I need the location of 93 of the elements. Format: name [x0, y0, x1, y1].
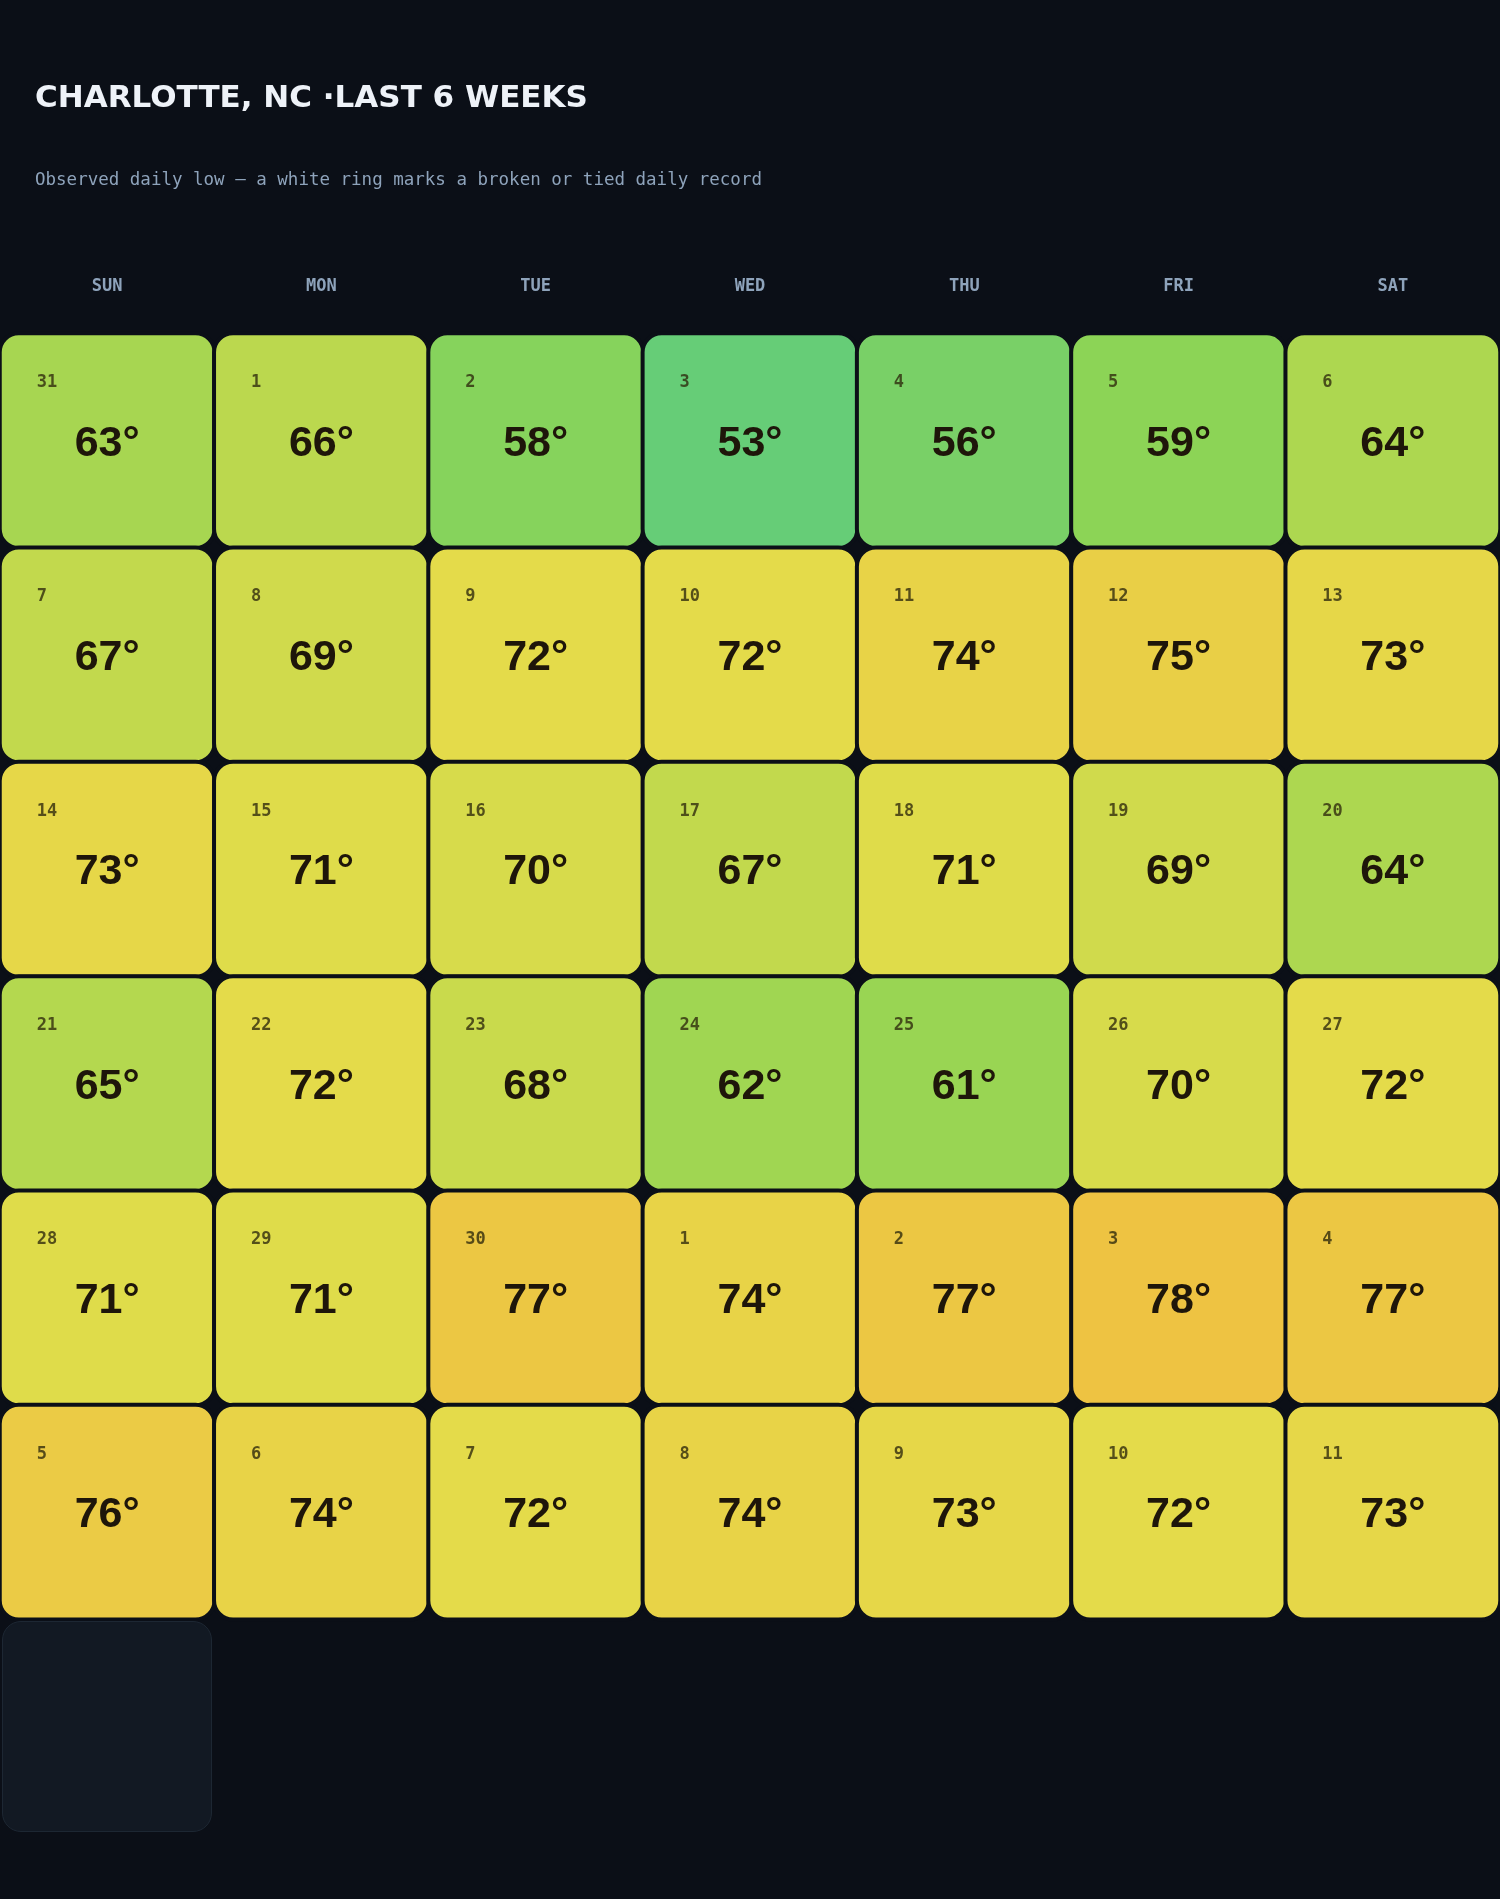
annotation: 5 [36, 1442, 47, 1463]
annotation: 6 [1322, 371, 1333, 392]
annotation: 28 [36, 1228, 58, 1249]
annotation: 4 [1322, 1228, 1333, 1249]
data-label: 72° [503, 1488, 569, 1537]
x-tick-label: WED [734, 275, 766, 295]
data-label: 56° [931, 416, 997, 465]
data-label: 71° [288, 1273, 354, 1322]
annotation: 12 [1108, 585, 1129, 606]
data-label: 61° [931, 1059, 997, 1108]
annotation: 7 [465, 1442, 476, 1463]
chart-title: CHARLOTTE, NC ·LAST 6 WEEKS [35, 77, 588, 114]
annotation: 4 [893, 371, 905, 392]
annotation: 26 [1108, 1014, 1129, 1035]
data-label: 72° [503, 630, 569, 679]
annotation: 1 [679, 1228, 690, 1249]
annotation: 23 [465, 1014, 486, 1035]
data-label: 72° [717, 630, 783, 679]
x-tick-label: TUE [520, 275, 552, 295]
annotation: 19 [1108, 799, 1129, 820]
data-label: 71° [288, 845, 354, 894]
data-label: 74° [717, 1273, 783, 1322]
annotation: 9 [465, 585, 476, 606]
data-label: 77° [931, 1273, 997, 1322]
data-label: 74° [717, 1488, 783, 1537]
data-label: 72° [1360, 1059, 1426, 1108]
annotation: 6 [250, 1442, 262, 1463]
annotation: 3 [1108, 1228, 1119, 1249]
data-label: 63° [74, 416, 140, 465]
annotation: 29 [250, 1228, 272, 1249]
data-label: 69° [288, 630, 354, 679]
annotation: 8 [679, 1442, 690, 1463]
x-tick-label: SUN [91, 275, 123, 295]
chart-subtitle: Observed daily low — a white ring marks a broken or tied daily record [35, 169, 762, 189]
data-label: 62° [717, 1059, 783, 1108]
data-label: 72° [288, 1059, 354, 1108]
data-label: 70° [503, 845, 569, 894]
data-label: 59° [1146, 416, 1212, 465]
annotation: 8 [250, 585, 262, 606]
data-label: 65° [74, 1059, 140, 1108]
data-label: 67° [74, 630, 140, 679]
annotation: 9 [893, 1442, 905, 1463]
annotation: 24 [679, 1014, 700, 1035]
data-label: 72° [1146, 1488, 1212, 1537]
data-label: 73° [1360, 1488, 1426, 1537]
annotation: 7 [36, 585, 47, 606]
data-label: 73° [931, 1488, 997, 1537]
annotation: 21 [36, 1014, 58, 1035]
data-label: 73° [1360, 630, 1426, 679]
data-label: 77° [503, 1273, 569, 1322]
annotation: 5 [1108, 371, 1119, 392]
annotation: 25 [893, 1014, 915, 1035]
data-label: 76° [74, 1488, 140, 1537]
annotation: 22 [250, 1014, 272, 1035]
data-label: 77° [1360, 1273, 1426, 1322]
data-label: 58° [503, 416, 569, 465]
data-label: 64° [1360, 845, 1426, 894]
annotation: 11 [1322, 1442, 1343, 1463]
annotation: 16 [465, 799, 486, 820]
x-tick-label: SAT [1377, 275, 1409, 295]
data-label: 53° [717, 416, 783, 465]
x-tick-label: THU [948, 275, 980, 295]
data-label: 66° [288, 416, 354, 465]
annotation: 17 [679, 799, 700, 820]
annotation: 27 [1322, 1014, 1343, 1035]
annotation: 13 [1322, 585, 1343, 606]
data-label: 74° [931, 630, 997, 679]
annotation: 14 [36, 799, 58, 820]
data-label: 71° [74, 1273, 140, 1322]
data-label: 71° [931, 845, 997, 894]
annotation: 2 [465, 371, 476, 392]
data-label: 78° [1146, 1273, 1212, 1322]
x-tick-label: MON [306, 275, 337, 295]
annotation: 10 [679, 585, 700, 606]
annotation: 18 [893, 799, 915, 820]
annotation: 1 [250, 371, 262, 392]
data-label: 67° [717, 845, 783, 894]
data-label: 69° [1146, 845, 1212, 894]
x-tick-label: FRI [1163, 275, 1194, 295]
annotation: 2 [893, 1228, 905, 1249]
annotation: 31 [36, 371, 58, 392]
annotation: 20 [1322, 799, 1343, 820]
annotation: 3 [679, 371, 690, 392]
data-label: 75° [1146, 630, 1212, 679]
data-label: 68° [503, 1059, 569, 1108]
data-label: 70° [1146, 1059, 1212, 1108]
annotation: 30 [465, 1228, 486, 1249]
annotation: 15 [250, 799, 272, 820]
data-label: 74° [288, 1488, 354, 1537]
annotation: 10 [1108, 1442, 1129, 1463]
data-label: 73° [74, 845, 140, 894]
data-label: 64° [1360, 416, 1426, 465]
annotation: 11 [893, 585, 915, 606]
